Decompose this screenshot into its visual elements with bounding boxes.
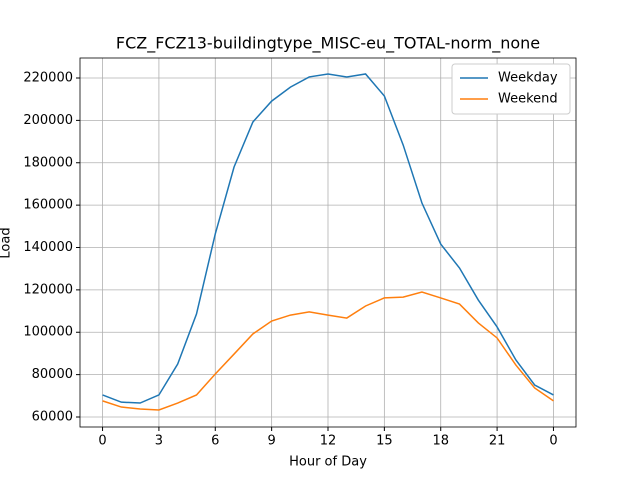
y-tick-label: 140000 [23,240,73,255]
y-tick-label: 180000 [23,155,73,170]
y-axis-label: Load [0,227,14,258]
x-tick-label: 3 [155,434,163,449]
x-tick-label: 15 [376,434,393,449]
x-tick-label: 0 [549,434,557,449]
y-tick-label: 220000 [23,71,73,86]
y-tick-label: 100000 [23,325,73,340]
x-axis-label: Hour of Day [289,455,367,470]
y-tick-label: 80000 [32,367,73,382]
chart-title: FCZ_FCZ13-buildingtype_MISC-eu_TOTAL-nor… [116,34,540,54]
plot-frame [79,57,577,428]
x-tick-label: 12 [320,434,337,449]
x-tick-label: 0 [98,434,106,449]
line-series [102,73,554,404]
y-tick-label: 160000 [23,198,73,213]
x-tick-label: 6 [211,434,219,449]
x-tick-label: 18 [432,434,449,449]
x-tick-label: 21 [489,434,506,449]
legend-box [451,63,571,115]
x-tick-label: 9 [267,434,275,449]
legend-label: Weekend [498,92,558,107]
y-tick-label: 120000 [23,282,73,297]
legend-label: Weekday [498,71,558,86]
line-series [102,291,554,411]
y-tick-label: 60000 [32,409,73,424]
y-tick-label: 200000 [23,113,73,128]
